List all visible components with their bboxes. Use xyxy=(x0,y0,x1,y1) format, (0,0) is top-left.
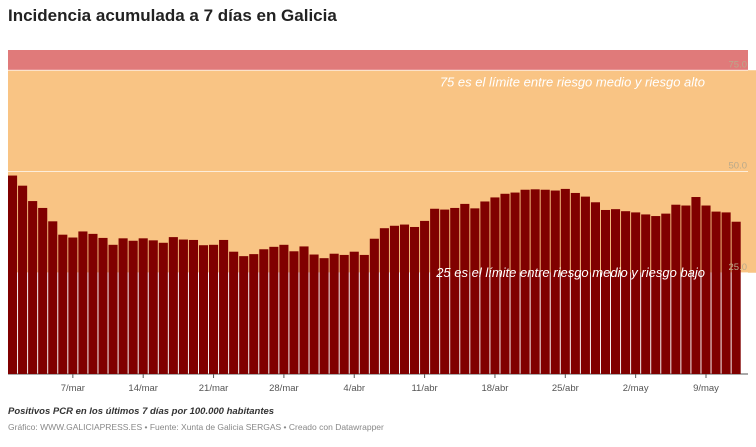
bar-23 xyxy=(239,256,249,374)
bar-53 xyxy=(540,189,550,374)
bar-9 xyxy=(98,237,108,374)
bar-11 xyxy=(118,238,128,374)
bar-59 xyxy=(600,209,611,374)
bar-5 xyxy=(58,234,68,374)
chart-annotations: 75 es el límite entre riesgo medio y rie… xyxy=(435,74,705,280)
x-tick-label-9: 9/may xyxy=(693,383,719,394)
bar-69 xyxy=(701,205,711,374)
bar-37 xyxy=(379,228,389,374)
bar-16 xyxy=(168,237,178,374)
y-tick-label-0: 25.0 xyxy=(729,262,748,273)
bar-66 xyxy=(671,204,681,374)
bar-25 xyxy=(259,249,269,374)
bar-27 xyxy=(279,244,289,374)
x-tick-label-1: 14/mar xyxy=(128,383,158,394)
bar-50 xyxy=(510,192,520,374)
bar-44 xyxy=(450,207,460,374)
annotation-1: 25 es el límite entre riesgo medio y rie… xyxy=(435,265,705,280)
bar-series xyxy=(8,175,741,374)
bar-15 xyxy=(158,242,168,374)
bar-63 xyxy=(641,214,651,374)
bar-42 xyxy=(430,208,440,374)
chart-title: Incidencia acumulada a 7 días en Galicia xyxy=(8,6,337,25)
bar-12 xyxy=(128,240,138,374)
bar-35 xyxy=(359,254,369,374)
chart-note: Positivos PCR en los últimos 7 días por … xyxy=(8,406,275,417)
bar-22 xyxy=(229,251,239,374)
bar-13 xyxy=(138,238,148,374)
bar-40 xyxy=(410,226,420,374)
bar-21 xyxy=(219,239,229,374)
bar-57 xyxy=(580,196,590,374)
chart-source: Gráfico: WWW.GALICIAPRESS.ES • Fuente: X… xyxy=(8,422,384,432)
bar-48 xyxy=(490,197,500,374)
bar-39 xyxy=(399,224,410,374)
x-axis-ticks: 7/mar 14/mar 21/mar 28/mar 4/abr 11/abr 18/abr… xyxy=(61,374,719,394)
bar-71 xyxy=(721,212,731,374)
x-tick-label-6: 18/abr xyxy=(481,383,508,394)
bar-10 xyxy=(108,244,118,374)
bar-33 xyxy=(339,254,349,374)
bar-58 xyxy=(590,202,600,374)
bar-6 xyxy=(68,237,78,374)
annotation-0: 75 es el límite entre riesgo medio y rie… xyxy=(440,74,705,89)
bar-60 xyxy=(611,209,621,374)
y-tick-label-1: 50.0 xyxy=(729,161,748,172)
bar-24 xyxy=(249,254,259,374)
bar-29 xyxy=(299,246,309,374)
bar-38 xyxy=(389,225,399,374)
bar-36 xyxy=(369,238,379,374)
bar-62 xyxy=(631,212,641,374)
bar-51 xyxy=(520,189,530,374)
bar-19 xyxy=(198,245,209,374)
bar-17 xyxy=(178,239,188,374)
bar-41 xyxy=(420,220,430,374)
bar-49 xyxy=(500,193,510,374)
x-tick-label-4: 4/abr xyxy=(343,383,365,394)
bar-26 xyxy=(269,246,279,374)
bar-8 xyxy=(88,233,98,374)
bar-4 xyxy=(48,221,58,374)
x-tick-label-2: 21/mar xyxy=(199,383,229,394)
x-tick-label-7: 25/abr xyxy=(552,383,579,394)
chart-canvas: 25.0 50.0 75.0 7/mar 14/mar 21/mar 28/mar 4/ab… xyxy=(8,50,756,394)
bar-52 xyxy=(530,189,540,374)
bar-0 xyxy=(8,175,18,374)
bar-61 xyxy=(621,211,631,374)
y-axis-ticks: 25.0 50.0 75.0 xyxy=(729,59,748,273)
bar-67 xyxy=(681,205,691,374)
x-tick-label-0: 7/mar xyxy=(61,383,85,394)
bar-18 xyxy=(188,239,198,374)
bar-56 xyxy=(570,192,580,374)
bar-65 xyxy=(661,213,671,374)
x-tick-label-3: 28/mar xyxy=(269,383,299,394)
bar-30 xyxy=(309,254,319,374)
bar-7 xyxy=(78,231,88,374)
bar-20 xyxy=(209,244,219,374)
bar-47 xyxy=(480,201,490,374)
bar-72 xyxy=(731,221,741,374)
risk-band-0 xyxy=(8,50,748,71)
bar-46 xyxy=(470,208,480,374)
bar-43 xyxy=(440,209,450,374)
bar-3 xyxy=(38,207,48,374)
bar-54 xyxy=(550,190,560,374)
bar-45 xyxy=(460,203,470,374)
bar-32 xyxy=(329,253,339,374)
y-tick-label-2: 75.0 xyxy=(729,59,748,70)
bar-1 xyxy=(18,185,28,374)
bar-2 xyxy=(28,201,38,374)
bar-34 xyxy=(349,251,359,374)
bar-70 xyxy=(711,211,721,374)
x-tick-label-5: 11/abr xyxy=(411,383,437,394)
bar-55 xyxy=(560,188,570,374)
x-tick-label-8: 2/may xyxy=(623,383,649,394)
bar-14 xyxy=(148,240,158,374)
bar-64 xyxy=(651,216,661,374)
bar-31 xyxy=(319,258,329,374)
bar-68 xyxy=(691,197,701,374)
bar-28 xyxy=(289,251,299,374)
